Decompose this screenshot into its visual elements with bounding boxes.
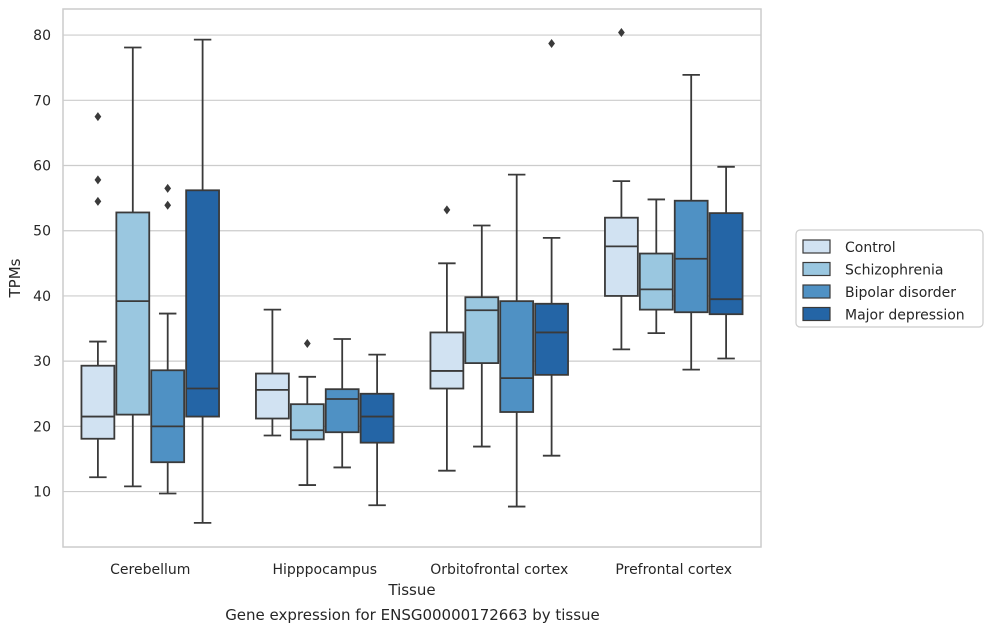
legend-swatch [802,261,831,277]
legend-swatch [802,306,831,322]
legend-swatch [802,239,831,254]
legend-label: Major depression [845,308,965,324]
legend-label: Bipolar disorder [845,285,956,301]
box [708,212,744,316]
x-tick-label: Orbitofrontal cortex [430,562,568,578]
box [604,216,639,297]
x-axis-title: Tissue [387,581,435,599]
box [150,369,186,464]
y-tick-label: 50 [33,224,51,240]
outlier-point [164,200,172,210]
y-axis-title: TPMs [6,258,24,298]
x-tick-label: Prefrontal cortex [615,562,732,578]
box [115,211,151,416]
box [80,364,116,440]
legend-swatch [802,284,831,299]
x-tick-label: Hipppocampus [272,562,377,578]
outlier-point [303,339,311,349]
y-tick-label: 70 [33,93,51,109]
y-tick-label: 80 [33,28,51,44]
y-tick-label: 30 [33,354,51,370]
legend-box [795,229,984,328]
box [638,252,674,311]
box [359,392,395,444]
outlier-point [164,183,172,193]
outlier-point [94,196,102,206]
outlier-point [548,39,555,49]
legend-label: Schizophrenia [845,263,943,279]
outlier-point [94,175,102,185]
y-tick-label: 10 [33,485,51,501]
y-tick-label: 60 [33,159,51,175]
box [464,296,500,365]
outlier-point [94,112,102,122]
legend-label: Control [845,240,896,256]
y-tick-label: 20 [33,419,51,435]
figure-caption: Gene expression for ENSG00000172663 by t… [225,606,600,624]
box [324,388,360,434]
y-tick-label: 40 [33,289,51,305]
box [673,199,709,314]
box [289,403,325,441]
box [499,300,535,413]
outlier-point [618,27,625,37]
x-tick-label: Cerebellum [110,562,190,578]
outlier-point [443,205,451,215]
box [534,302,569,376]
box [185,189,220,418]
box [255,372,290,420]
plot-frame [62,8,762,548]
box [429,331,465,390]
